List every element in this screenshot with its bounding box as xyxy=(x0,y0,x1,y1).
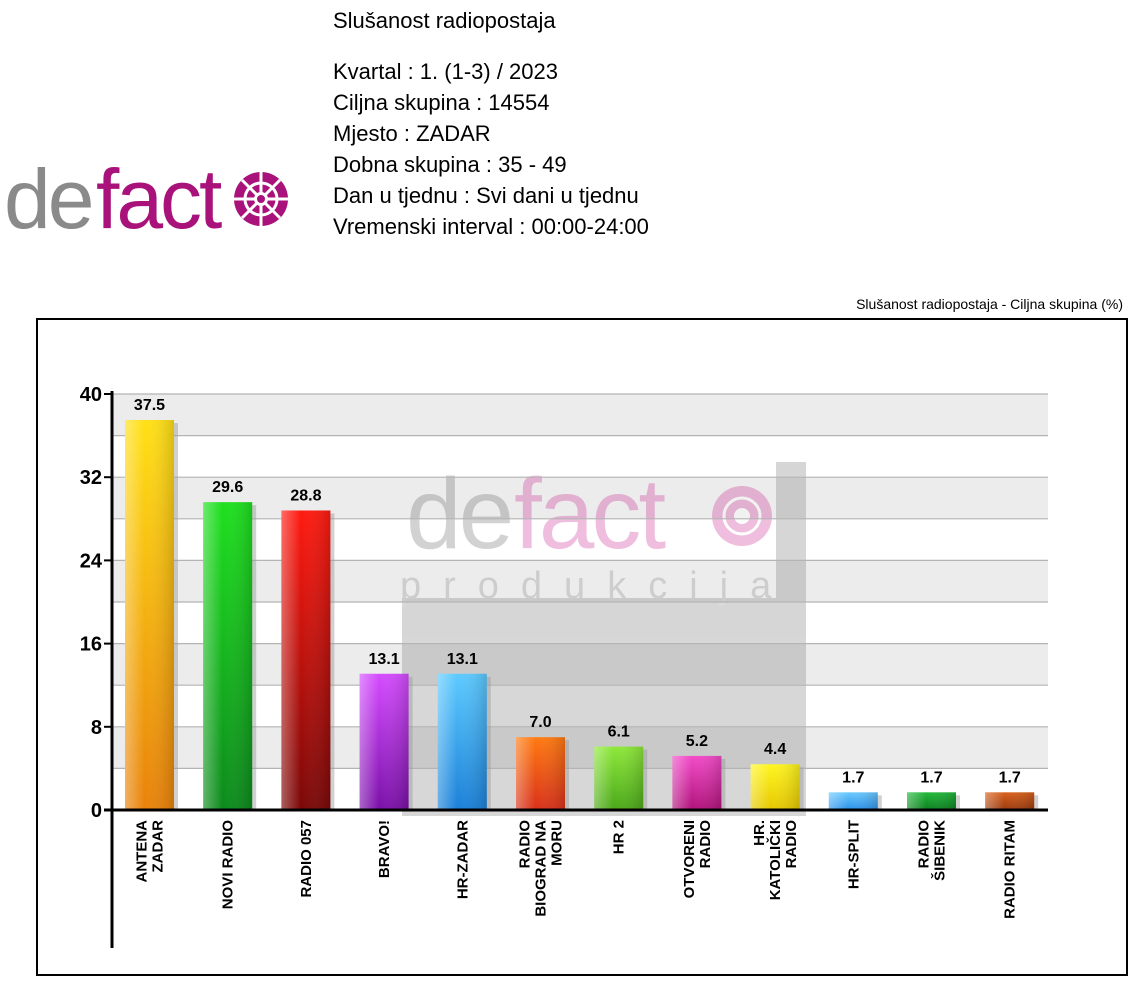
grid-band xyxy=(112,477,1048,519)
report-info: Kvartal : 1. (1-3) / 2023 Ciljna skupina… xyxy=(333,56,649,242)
bar-highlight xyxy=(516,737,565,810)
value-label: 4.4 xyxy=(764,741,786,758)
info-target-group: Ciljna skupina : 14554 xyxy=(333,90,550,115)
bar-highlight xyxy=(437,673,487,810)
category-label-line: OTVORENI xyxy=(681,820,698,898)
category-label-line: NOVI RADIO xyxy=(220,820,237,910)
y-tick-label: 8 xyxy=(91,717,102,739)
category-label-line: ŠIBENIK xyxy=(931,820,949,881)
value-labels: 37.5 29.6 28.8 13.1 13.1 7.0 6.1 5.2 4.4 1.7 1.7 1.… xyxy=(134,397,1021,786)
category-labels: ANTENA ZADAR NOVI RADIO RADIO 057 BRAVO! HR-Z… xyxy=(134,820,1019,919)
bar-chart: de fact produkcija 0 8 16 24 32 40 37.5 29.6 28… xyxy=(80,384,1048,948)
value-label: 1.7 xyxy=(920,769,942,786)
y-tick-label: 0 xyxy=(91,800,102,822)
category-label: NOVI RADIO xyxy=(220,820,237,910)
category-label-line: RADIO RITAM xyxy=(1002,820,1019,919)
bar-highlight xyxy=(828,792,878,810)
category-label-line: RADIO xyxy=(916,820,933,869)
category-label-line: BIOGRAD NA xyxy=(533,820,550,917)
value-label: 5.2 xyxy=(686,733,708,750)
category-label-line: ZADAR xyxy=(150,820,167,873)
bar-highlight xyxy=(750,764,800,810)
value-label: 13.1 xyxy=(369,651,400,668)
value-label: 13.1 xyxy=(447,651,478,668)
category-label-line: HR-ZADAR xyxy=(454,820,471,899)
info-weekday: Dan u tjednu : Svi dani u tjednu xyxy=(333,183,639,208)
info-age-group: Dobna skupina : 35 - 49 xyxy=(333,152,567,177)
category-label: RADIO ŠIBENIK xyxy=(916,820,949,881)
value-label: 7.0 xyxy=(529,714,551,731)
category-label-line: HR-SPLIT xyxy=(845,820,862,889)
report-title: Slušanost radiopostaja xyxy=(333,8,556,33)
bar-highlight xyxy=(359,673,409,810)
category-label: HR-ZADAR xyxy=(454,820,471,899)
category-label-line: RADIO xyxy=(783,820,800,869)
grid-band xyxy=(112,394,1048,436)
category-label: HR. KATOLIČKI RADIO xyxy=(751,820,800,901)
info-location: Mjesto : ZADAR xyxy=(333,121,491,146)
svg-text:de: de xyxy=(4,152,91,246)
category-label-line: HR 2 xyxy=(611,820,628,854)
defacto-wheel-icon xyxy=(234,172,288,226)
value-label: 1.7 xyxy=(999,769,1021,786)
svg-text:fact: fact xyxy=(96,152,222,246)
chart-title: Slušanost radiopostaja - Ciljna skupina … xyxy=(856,296,1123,312)
value-label: 1.7 xyxy=(842,769,864,786)
bar-highlight xyxy=(907,792,956,810)
watermark-subtitle: produkcija xyxy=(400,565,793,607)
y-tick-label: 40 xyxy=(80,384,102,406)
category-label-line: RADIO xyxy=(517,820,534,869)
bar-highlight xyxy=(672,755,722,810)
grid-band xyxy=(112,560,1048,602)
bar-highlight xyxy=(594,746,644,810)
svg-text:fact: fact xyxy=(514,458,666,570)
bar-highlight xyxy=(985,792,1035,810)
grid-band xyxy=(112,643,1048,686)
category-label: RADIO 057 xyxy=(298,820,315,898)
chart-frame xyxy=(36,318,1128,976)
y-tick-label: 16 xyxy=(80,634,102,656)
bar-highlight xyxy=(281,510,331,810)
info-quarter: Kvartal : 1. (1-3) / 2023 xyxy=(333,59,558,84)
category-label: HR-SPLIT xyxy=(845,820,862,889)
gridlines xyxy=(112,393,1048,769)
defacto-logo: de fact xyxy=(4,152,288,246)
bars xyxy=(125,420,1039,810)
value-label: 6.1 xyxy=(608,724,630,741)
plot-background xyxy=(112,394,1048,769)
category-label: HR 2 xyxy=(611,820,628,854)
grid-band xyxy=(112,726,1048,769)
category-label-line: HR. xyxy=(751,820,768,846)
svg-text:de: de xyxy=(406,458,511,570)
value-label: 28.8 xyxy=(290,487,321,504)
bar-highlight xyxy=(203,502,253,810)
bar-highlight xyxy=(125,420,174,810)
category-label-line: KATOLIČKI xyxy=(766,820,784,900)
value-label: 29.6 xyxy=(212,479,243,496)
category-label-line: RADIO xyxy=(697,820,714,869)
y-axis-ticks: 0 8 16 24 32 40 xyxy=(80,384,112,822)
category-label-line: ANTENA xyxy=(134,820,151,883)
category-label: OTVORENI RADIO xyxy=(681,820,714,899)
info-time-interval: Vremenski interval : 00:00-24:00 xyxy=(333,214,649,239)
axes xyxy=(104,391,1048,948)
category-label: RADIO RITAM xyxy=(1002,820,1019,919)
category-label-line: BRAVO! xyxy=(376,820,393,878)
value-label: 37.5 xyxy=(134,397,165,414)
y-tick-label: 32 xyxy=(80,467,102,489)
category-label: ANTENA ZADAR xyxy=(134,820,167,883)
category-label-line: RADIO 057 xyxy=(298,820,315,898)
y-tick-label: 24 xyxy=(80,550,103,572)
category-label: BRAVO! xyxy=(376,820,393,878)
category-label: RADIO BIOGRAD NA MORU xyxy=(517,820,566,917)
category-label-line: MORU xyxy=(549,820,566,866)
